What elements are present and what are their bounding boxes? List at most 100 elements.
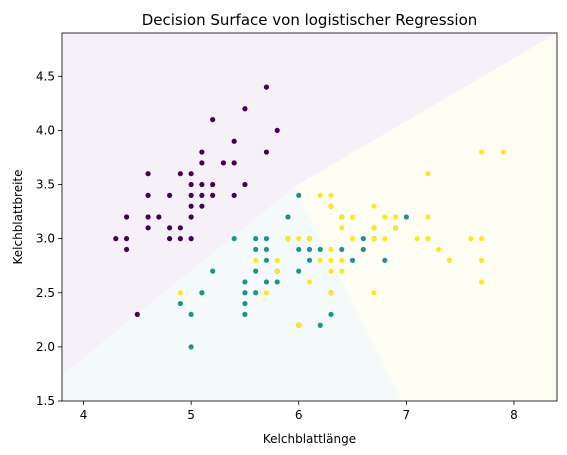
y-tick-label: 2.0 — [36, 340, 55, 354]
data-point-class-0 — [188, 236, 194, 242]
data-point-class-0 — [188, 171, 194, 177]
decision-region-class-1 — [62, 186, 403, 401]
data-point-class-0 — [177, 171, 183, 177]
data-point-class-2 — [328, 246, 334, 253]
data-point-class-1 — [360, 236, 366, 242]
data-point-class-2 — [317, 192, 323, 198]
data-point-class-0 — [145, 192, 151, 198]
data-point-class-0 — [199, 192, 205, 198]
x-tick-label: 7 — [403, 408, 411, 422]
data-point-class-2 — [253, 257, 259, 263]
data-point-class-2 — [371, 236, 377, 242]
data-point-class-0 — [263, 149, 270, 155]
data-point-class-1 — [328, 311, 334, 318]
data-point-class-2 — [328, 192, 334, 198]
data-point-class-0 — [231, 138, 237, 144]
data-point-class-2 — [371, 203, 377, 209]
data-point-class-1 — [242, 279, 248, 285]
data-point-class-0 — [123, 246, 130, 253]
data-point-class-1 — [317, 246, 323, 253]
data-point-class-1 — [317, 322, 323, 328]
data-point-class-2 — [414, 236, 420, 242]
data-point-class-2 — [274, 268, 280, 274]
data-point-class-2 — [317, 257, 323, 263]
data-point-class-2 — [436, 246, 442, 253]
data-point-class-2 — [328, 203, 334, 209]
x-tick-label: 5 — [187, 408, 195, 422]
data-point-class-2 — [339, 257, 345, 263]
x-tick-label: 6 — [295, 408, 303, 422]
data-point-class-0 — [123, 214, 130, 220]
data-point-class-2 — [382, 236, 388, 242]
data-point-class-2 — [339, 214, 345, 220]
data-point-class-2 — [177, 290, 183, 296]
data-point-class-0 — [113, 236, 119, 242]
data-point-class-1 — [253, 290, 259, 296]
y-axis-label: Kelchblattbreite — [11, 170, 25, 265]
x-axis: 4 5 6 7 8 — [80, 401, 518, 422]
data-point-class-0 — [231, 160, 237, 166]
data-point-class-0 — [199, 149, 205, 155]
data-point-class-2 — [446, 257, 452, 263]
data-point-class-2 — [339, 268, 345, 274]
data-point-class-2 — [479, 149, 485, 155]
data-point-class-2 — [306, 236, 313, 242]
decision-regions — [62, 33, 557, 401]
data-point-class-0 — [188, 181, 194, 188]
y-tick-label: 3.0 — [36, 232, 55, 246]
data-point-class-1 — [296, 246, 302, 253]
data-point-class-2 — [468, 236, 474, 242]
data-point-class-0 — [188, 192, 194, 198]
data-point-class-2 — [328, 257, 334, 263]
data-point-class-2 — [425, 171, 431, 177]
data-point-class-0 — [167, 236, 173, 242]
data-point-class-2 — [371, 290, 377, 296]
data-point-class-0 — [199, 160, 205, 166]
data-point-class-2 — [296, 236, 302, 242]
data-point-class-2 — [371, 225, 377, 231]
data-point-class-0 — [263, 84, 270, 90]
data-point-class-2 — [263, 290, 270, 296]
data-point-class-0 — [242, 106, 248, 112]
data-point-class-0 — [145, 225, 151, 231]
data-point-class-1 — [306, 246, 313, 253]
data-point-class-0 — [134, 311, 140, 318]
data-point-class-0 — [123, 236, 130, 242]
data-point-class-0 — [145, 171, 151, 177]
data-point-class-1 — [253, 236, 259, 242]
data-point-class-0 — [199, 203, 205, 209]
plot-frame — [61, 32, 558, 402]
data-point-class-2 — [479, 279, 485, 285]
data-point-class-2 — [500, 149, 506, 155]
data-point-class-1 — [382, 257, 388, 263]
data-point-class-0 — [199, 181, 205, 188]
data-point-class-0 — [242, 181, 248, 188]
data-point-class-2 — [392, 225, 399, 231]
data-point-class-0 — [167, 225, 173, 231]
data-point-class-2 — [479, 236, 485, 242]
data-point-class-1 — [274, 279, 280, 285]
data-point-class-1 — [199, 290, 205, 296]
data-point-class-0 — [210, 181, 216, 188]
data-point-class-2 — [425, 236, 431, 242]
data-point-class-1 — [188, 311, 194, 318]
data-point-class-0 — [188, 203, 194, 209]
y-axis: 1.5 2.0 2.5 3.0 3.5 4.0 4.5 — [36, 69, 62, 408]
data-point-class-0 — [156, 214, 162, 220]
data-point-class-2 — [479, 257, 485, 263]
data-point-class-0 — [188, 214, 194, 220]
chart-title: Decision Surface von logistischer Regres… — [142, 11, 478, 29]
data-point-class-2 — [296, 322, 302, 328]
data-point-class-2 — [425, 214, 431, 220]
y-tick-label: 1.5 — [36, 394, 55, 408]
data-point-class-0 — [145, 214, 151, 220]
y-tick-label: 3.5 — [36, 178, 55, 192]
data-point-class-2 — [285, 236, 291, 242]
data-point-class-1 — [263, 246, 270, 253]
data-point-class-1 — [242, 311, 248, 318]
data-point-class-2 — [306, 279, 313, 285]
data-point-class-2 — [328, 290, 334, 296]
data-point-class-2 — [339, 225, 345, 231]
data-point-class-2 — [274, 257, 280, 263]
